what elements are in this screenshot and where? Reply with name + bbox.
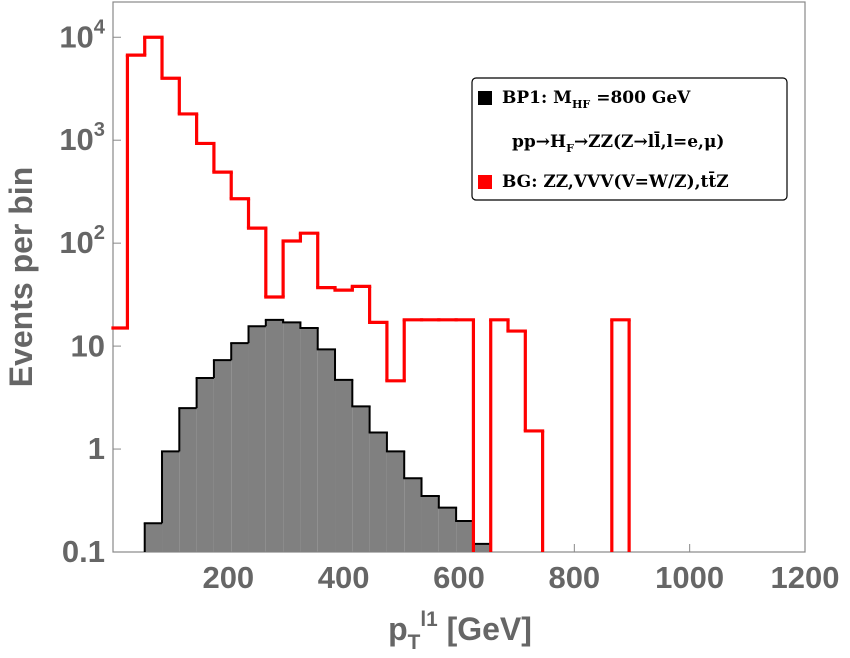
bar <box>300 327 318 552</box>
bar <box>369 432 387 552</box>
bar <box>231 343 249 552</box>
x-tick-label: 400 <box>318 560 370 595</box>
y-tick-label: 10 <box>71 328 105 363</box>
histogram-series <box>143 318 492 552</box>
legend-swatch <box>478 91 492 105</box>
y-tick-label: 102 <box>59 222 105 260</box>
bar <box>283 322 301 552</box>
y-tick-label: 0.1 <box>62 534 105 569</box>
bar <box>162 451 180 552</box>
bar <box>213 360 232 552</box>
bar <box>335 379 353 552</box>
bar <box>352 406 370 552</box>
bar <box>456 521 474 552</box>
x-tick-label: 200 <box>202 560 254 595</box>
bar <box>438 507 457 552</box>
bar <box>404 478 422 552</box>
y-tick-label: 103 <box>59 120 105 158</box>
legend-box <box>471 77 788 201</box>
bar <box>265 319 284 552</box>
bar <box>317 349 336 552</box>
bar <box>473 543 491 552</box>
bar <box>421 495 439 552</box>
y-tick-label: 104 <box>59 17 105 55</box>
legend-label: BG: ZZ,VVV(V=W/Z),tt̄Z <box>502 170 729 191</box>
x-tick-label: 600 <box>433 560 485 595</box>
bar <box>179 408 197 552</box>
x-axis-label: pTl1 [GeV] <box>388 608 532 654</box>
x-tick-label: 800 <box>548 560 600 595</box>
x-tick-label: 1200 <box>771 560 840 595</box>
y-axis-label: Events per bin <box>3 167 39 388</box>
bar <box>386 451 405 552</box>
bar <box>196 377 214 552</box>
histogram-series <box>111 35 631 552</box>
x-tick-label: 1000 <box>655 560 724 595</box>
bar <box>248 326 266 552</box>
y-tick-label: 1 <box>88 431 105 466</box>
legend-annotation: pp→HF→ZZ(Z→ll̄,l=e,μ) <box>512 130 724 154</box>
legend-label: BP1: MHF =800 GeV <box>502 88 691 111</box>
bar <box>144 523 163 552</box>
legend-swatch <box>478 175 492 189</box>
